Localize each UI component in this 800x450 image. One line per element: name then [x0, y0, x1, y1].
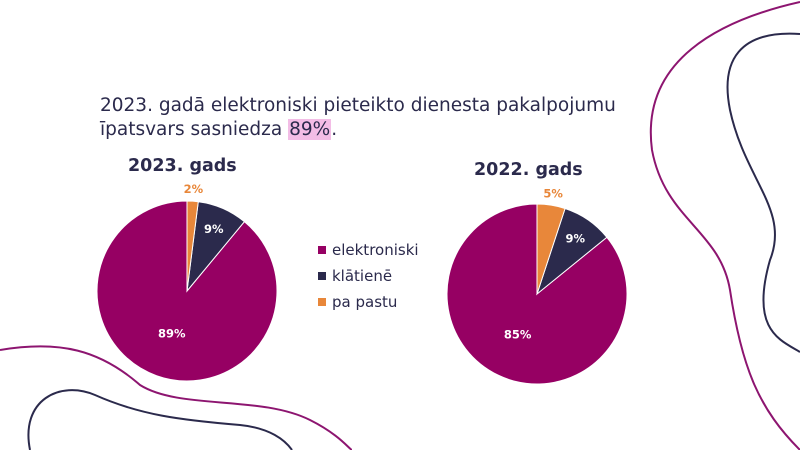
legend-item-klatiene: klātienē [318, 263, 419, 289]
pie-data-label: 85% [504, 328, 532, 342]
pie-data-label: 5% [543, 186, 563, 200]
pie-slice-pa-pastu [186, 200, 199, 292]
legend: elektroniski klātienē pa pastu [318, 237, 419, 315]
pie-data-label: 2% [184, 182, 204, 196]
pie-chart-2022: 85% 9% 5% [446, 186, 628, 385]
legend-label: klātienē [332, 267, 393, 285]
legend-swatch [318, 246, 326, 254]
pie-title-2023: 2023. gads [128, 156, 237, 176]
decor-curve-purple-left [0, 345, 353, 450]
pie-chart-2023: 89% 9% 2% [96, 182, 278, 382]
headline: 2023. gadā elektroniski pieteikto dienes… [100, 94, 620, 142]
decor-curve-navy-right [726, 32, 800, 353]
pie-data-label: 9% [566, 231, 586, 245]
decor-curve-navy-left [27, 389, 293, 450]
decor-curve-purple-right [649, 1, 800, 450]
headline-highlight: 89% [288, 119, 332, 140]
pie-data-label: 89% [158, 326, 186, 340]
pie-data-label: 9% [204, 222, 224, 236]
legend-label: pa pastu [332, 293, 398, 311]
pie-title-2022: 2022. gads [474, 160, 583, 180]
headline-suffix: . [331, 119, 338, 140]
legend-swatch [318, 272, 326, 280]
legend-swatch [318, 298, 326, 306]
legend-label: elektroniski [332, 241, 419, 259]
legend-item-elektroniski: elektroniski [318, 237, 419, 263]
headline-text: 2023. gadā elektroniski pieteikto dienes… [100, 95, 616, 140]
pie-slice-pa-pastu [536, 203, 566, 295]
legend-item-pa-pastu: pa pastu [318, 289, 419, 315]
